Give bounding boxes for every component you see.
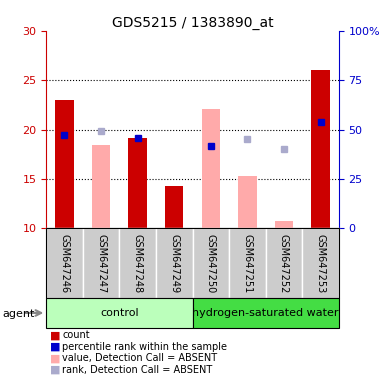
Bar bbox=[92, 146, 110, 228]
Bar bbox=[129, 137, 147, 228]
Text: ■: ■ bbox=[50, 365, 60, 375]
Text: GSM647250: GSM647250 bbox=[206, 234, 216, 293]
Text: ■: ■ bbox=[50, 342, 60, 352]
Bar bbox=[311, 70, 330, 228]
Bar bbox=[202, 109, 220, 228]
Text: ■: ■ bbox=[50, 330, 60, 340]
Text: count: count bbox=[62, 330, 90, 340]
Bar bbox=[266, 228, 302, 298]
Bar bbox=[46, 298, 192, 328]
Bar bbox=[83, 228, 119, 298]
Bar bbox=[46, 228, 83, 298]
Bar bbox=[165, 186, 183, 228]
Bar bbox=[156, 228, 192, 298]
Text: ■: ■ bbox=[50, 353, 60, 363]
Bar bbox=[192, 228, 229, 298]
Bar bbox=[229, 228, 266, 298]
Text: percentile rank within the sample: percentile rank within the sample bbox=[62, 342, 228, 352]
Text: agent: agent bbox=[2, 309, 34, 319]
Text: GSM647249: GSM647249 bbox=[169, 234, 179, 293]
Bar bbox=[275, 220, 293, 228]
Title: GDS5215 / 1383890_at: GDS5215 / 1383890_at bbox=[112, 16, 273, 30]
Text: GSM647252: GSM647252 bbox=[279, 234, 289, 293]
Text: GSM647253: GSM647253 bbox=[316, 234, 325, 293]
Text: GSM647246: GSM647246 bbox=[60, 234, 69, 293]
Bar bbox=[238, 176, 256, 228]
Text: GSM647251: GSM647251 bbox=[243, 234, 252, 293]
Bar bbox=[119, 228, 156, 298]
Text: GSM647247: GSM647247 bbox=[96, 234, 106, 293]
Bar bbox=[55, 100, 74, 228]
Text: value, Detection Call = ABSENT: value, Detection Call = ABSENT bbox=[62, 353, 218, 363]
Bar bbox=[192, 298, 339, 328]
Text: hydrogen-saturated water: hydrogen-saturated water bbox=[192, 308, 339, 318]
Text: control: control bbox=[100, 308, 139, 318]
Bar bbox=[302, 228, 339, 298]
Text: rank, Detection Call = ABSENT: rank, Detection Call = ABSENT bbox=[62, 365, 213, 375]
Text: GSM647248: GSM647248 bbox=[133, 234, 142, 293]
